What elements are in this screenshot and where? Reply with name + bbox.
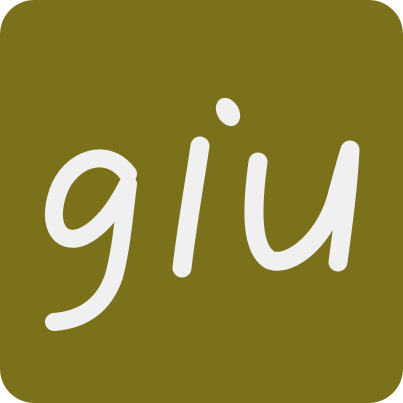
logo-letter-u [244, 140, 360, 272]
logo-letter-g [44, 149, 137, 331]
logo-letter-i-dot [215, 97, 241, 127]
logo-letter-i-stem [172, 136, 210, 278]
